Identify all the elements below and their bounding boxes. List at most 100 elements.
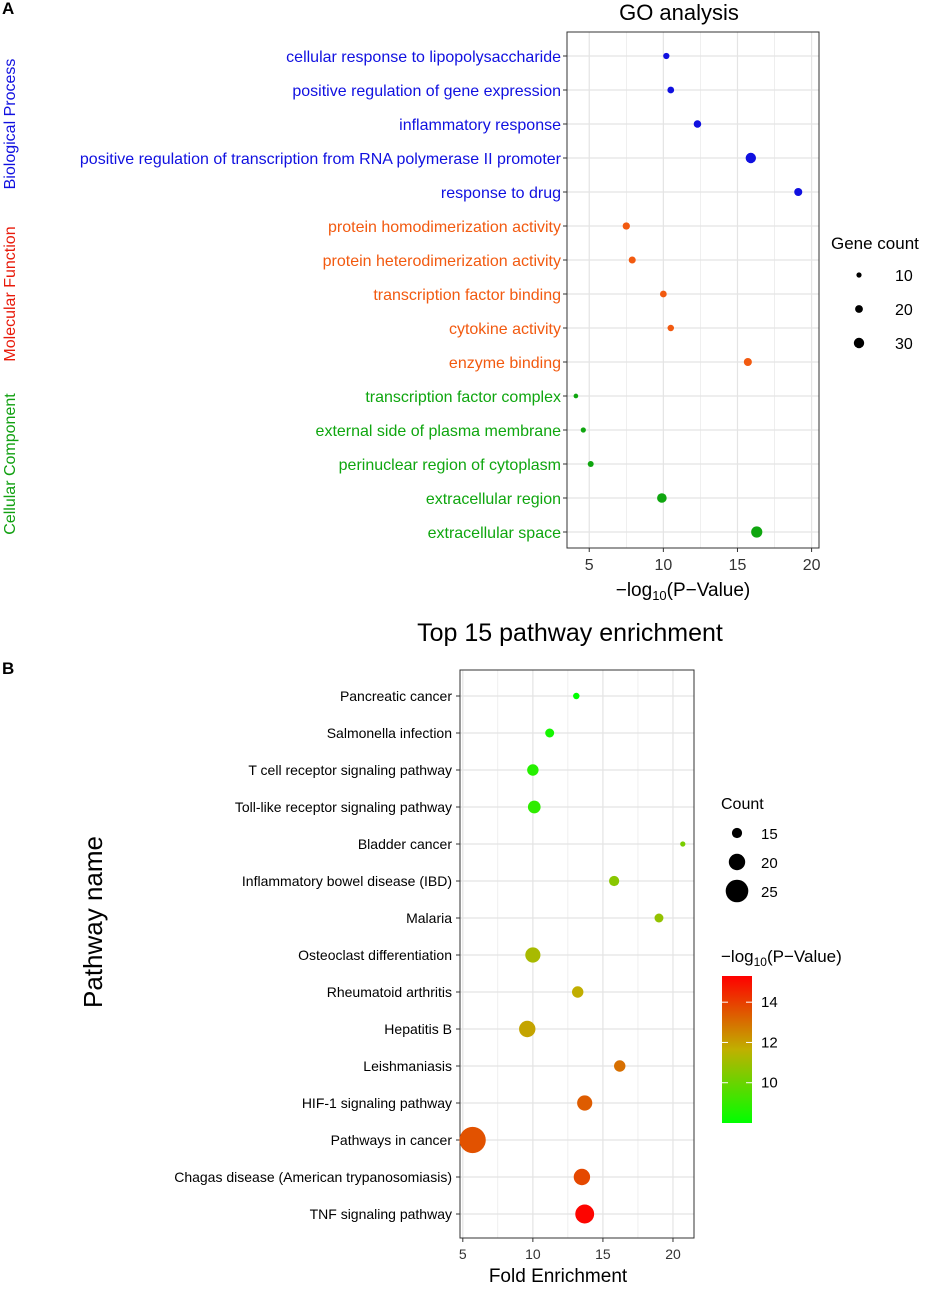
go-term-label: protein homodimerization activity (328, 219, 561, 236)
go-point (667, 86, 675, 94)
go-term-label: positive regulation of gene expression (292, 83, 561, 100)
go-point (743, 357, 752, 367)
pathway-point (527, 764, 539, 776)
go-point (573, 393, 579, 399)
count-legend-label: 25 (761, 884, 778, 901)
go-category-labels: Biological Process Molecular Function Cell… (2, 59, 19, 535)
colorbar-tick-label: 14 (761, 994, 778, 1011)
pathway-label: Inflammatory bowel disease (IBD) (242, 873, 452, 889)
go-category-label: Cellular Component (2, 393, 19, 535)
pathway-y-axis-label: Pathway name (78, 836, 108, 1008)
go-term-label: transcription factor binding (373, 287, 561, 304)
pathway-plot-frame (459, 669, 695, 1239)
panel-b-label: B (2, 659, 14, 678)
go-gridlines (567, 32, 819, 548)
gene-count-legend-label: 20 (895, 302, 913, 319)
go-point (663, 52, 670, 60)
pathway-label: Pancreatic cancer (340, 688, 452, 704)
pathway-x-tick-label: 20 (665, 1246, 681, 1262)
pathway-label: Rheumatoid arthritis (327, 984, 452, 1000)
gene-count-legend-label: 10 (895, 268, 913, 285)
pathway-labels: Pancreatic cancer Salmonella infection T c… (174, 688, 460, 1222)
pathway-point (573, 1168, 591, 1186)
pathway-point (680, 841, 686, 847)
go-x-axis-label: −log10(P−Value) (616, 580, 751, 603)
go-point (622, 222, 630, 230)
pathway-label: Chagas disease (American trypanosomiasis… (174, 1169, 452, 1185)
go-term-label: protein heterodimerization activity (323, 253, 561, 270)
pathway-label: T cell receptor signaling pathway (248, 762, 452, 778)
pathway-label: Pathways in cancer (331, 1132, 453, 1148)
pathway-chart-title: Top 15 pathway enrichment (417, 619, 723, 647)
go-point (745, 152, 757, 164)
pathway-point (609, 875, 620, 887)
pathway-label: HIF-1 signaling pathway (302, 1095, 452, 1111)
pathway-x-axis-label: Fold Enrichment (489, 1266, 628, 1287)
pathway-label: TNF signaling pathway (310, 1206, 452, 1222)
pathway-label: Leishmaniasis (363, 1058, 452, 1074)
pathway-point (527, 800, 541, 814)
pathway-label: Salmonella infection (327, 725, 452, 741)
pathway-point (575, 1204, 595, 1224)
pathway-point (459, 1126, 486, 1154)
go-points (573, 52, 803, 538)
go-analysis-panel: A GO analysis Biological Process Molecula… (2, 0, 919, 603)
pathway-label: Bladder cancer (358, 836, 453, 852)
go-point (587, 461, 594, 467)
gene-count-legend-dot (855, 305, 863, 313)
go-term-label: extracellular space (428, 525, 562, 542)
go-category-label: Molecular Function (2, 226, 19, 361)
go-x-ticks: 5 10 15 20 (585, 548, 821, 574)
go-term-label: cytokine activity (449, 321, 561, 338)
colorbar-tick-label: 10 (761, 1075, 778, 1092)
gene-count-legend-label: 30 (895, 336, 913, 353)
go-point (659, 290, 667, 298)
count-legend: Count 15 20 25 (721, 796, 778, 903)
colorbar-gradient (722, 976, 752, 1123)
pathway-gridlines (460, 670, 694, 1238)
pathway-point (577, 1095, 593, 1111)
go-category-label: Biological Process (2, 59, 19, 190)
go-x-tick-label: 20 (803, 557, 821, 574)
go-point (667, 324, 675, 332)
pathway-point (654, 913, 664, 923)
pathway-point (525, 947, 541, 963)
count-legend-dot (725, 879, 749, 903)
pathway-panel: Top 15 pathway enrichment B Pathway name… (2, 619, 842, 1287)
go-term-label: positive regulation of transcription fro… (80, 151, 562, 168)
go-term-label: extracellular region (426, 491, 561, 508)
go-point (794, 187, 803, 197)
count-legend-title: Count (721, 796, 764, 813)
pathway-point (545, 728, 555, 738)
go-term-label: response to drug (441, 185, 561, 202)
go-x-tick-label: 10 (654, 557, 672, 574)
go-point (628, 256, 636, 264)
gene-count-legend: Gene count 10 20 30 (831, 234, 919, 353)
pathway-point (519, 1020, 536, 1038)
count-legend-dot (731, 827, 743, 839)
go-chart-title: GO analysis (619, 0, 739, 25)
go-term-label: cellular response to lipopolysaccharide (286, 49, 561, 66)
go-plot-frame (566, 31, 820, 549)
go-term-label: perinuclear region of cytoplasm (339, 457, 561, 474)
colorbar-tick-label: 12 (761, 1034, 778, 1051)
count-legend-dot (728, 853, 746, 871)
colorbar-title: −log10(P−Value) (721, 947, 842, 969)
pathway-label: Malaria (406, 910, 452, 926)
pathway-label: Hepatitis B (384, 1021, 452, 1037)
go-x-tick-label: 5 (585, 557, 594, 574)
gene-count-legend-title: Gene count (831, 234, 919, 253)
go-term-label: enzyme binding (449, 355, 561, 372)
go-point (693, 120, 702, 128)
pvalue-colorbar: −log10(P−Value) 10 12 14 (721, 947, 842, 1123)
go-term-label: external side of plasma membrane (316, 423, 562, 440)
pathway-point (571, 986, 584, 998)
gene-count-legend-dot (853, 337, 865, 349)
go-point (751, 526, 763, 538)
panel-a-label: A (2, 0, 14, 18)
pathway-x-tick-label: 5 (459, 1246, 467, 1262)
pathway-label: Toll-like receptor signaling pathway (235, 799, 452, 815)
go-x-tick-label: 15 (729, 557, 747, 574)
count-legend-label: 20 (761, 855, 778, 872)
